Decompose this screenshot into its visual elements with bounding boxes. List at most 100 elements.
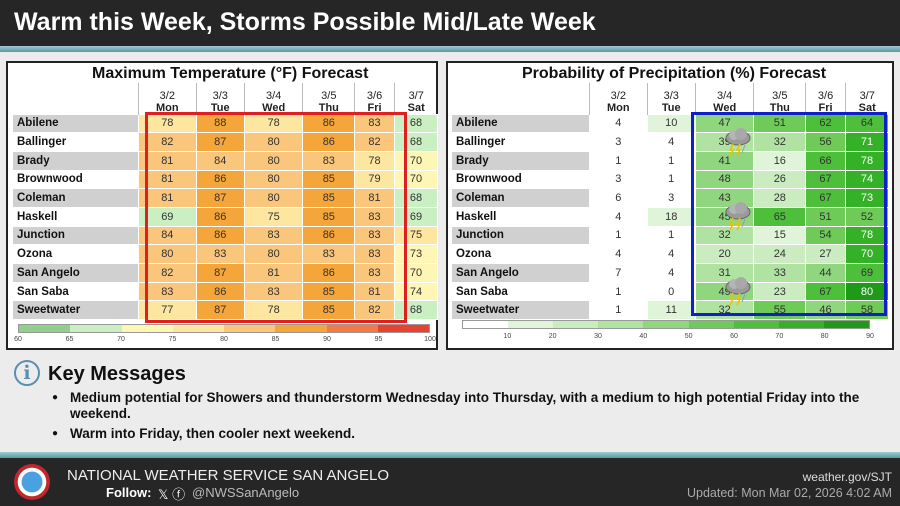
website-link[interactable]: weather.gov/SJT: [802, 470, 892, 484]
city-label: Ballinger: [451, 132, 590, 152]
city-label: Sweetwater: [12, 300, 139, 321]
city-label: Coleman: [451, 188, 590, 208]
day-name: Mon: [156, 101, 179, 114]
colorbar-segment: [823, 321, 869, 328]
table-row: Ozona 4 4 20 24 27 70: [451, 244, 890, 264]
table-row: Sweetwater 77 87 78 85 82 68: [12, 300, 439, 321]
organization-name: NATIONAL WEATHER SERVICE SAN ANGELO: [67, 467, 390, 484]
precipitation-title: Probability of Precipitation (%) Forecas…: [522, 65, 827, 82]
temperature-panel: Maximum Temperature (°F) Forecast 3/2 Mon…: [6, 61, 439, 350]
pop-cell: 24: [753, 244, 807, 264]
pop-cell: 4: [589, 206, 648, 227]
day-date: 3/6: [817, 89, 834, 102]
city-label: Sweetwater: [451, 300, 590, 321]
pop-cell: 1: [589, 150, 648, 171]
temp-cell: 82: [138, 132, 197, 152]
pop-cell: 18: [646, 206, 696, 227]
colorbar-segment: [224, 325, 276, 332]
temp-cell: 83: [302, 244, 356, 264]
city-label: Ozona: [12, 244, 139, 264]
scale-tick-label: 80: [220, 336, 228, 343]
pop-cell: 7: [589, 263, 648, 283]
city-label: Brady: [12, 150, 139, 171]
precipitation-panel: Probability of Precipitation (%) Forecas…: [446, 61, 894, 350]
day-name: Mon: [607, 101, 630, 114]
scale-tick-label: 85: [271, 336, 280, 343]
temp-cell: 83: [195, 244, 245, 264]
pop-cell: 78: [844, 225, 890, 246]
temp-cell: 86: [195, 225, 245, 246]
pop-cell: 15: [753, 225, 807, 246]
city-label: Haskell: [451, 206, 590, 227]
city-label: Abilene: [12, 113, 139, 134]
pop-cell: 80: [844, 281, 890, 302]
table-row: Brady 1 1 41 16 66 78: [451, 150, 890, 171]
temp-cell: 85: [302, 188, 356, 208]
temp-cell: 83: [354, 225, 395, 246]
temp-cell: 81: [138, 150, 197, 171]
day-header: 3/3 Tue: [195, 83, 245, 114]
day-name: Thu: [318, 101, 339, 114]
social-icons[interactable]: 𝕏 ⓕ: [158, 487, 186, 502]
temp-cell: 83: [354, 244, 395, 264]
colorbar-segment: [19, 325, 71, 332]
pop-cell: 32: [694, 225, 755, 246]
colorbar-segment: [326, 325, 378, 332]
city-label: Junction: [12, 225, 139, 246]
temperature-colorbar: [18, 324, 430, 333]
thunderstorm-icon: [723, 127, 753, 157]
temp-cell: 86: [302, 263, 356, 283]
day-name: Thu: [769, 101, 790, 114]
day-date: 3/5: [321, 89, 337, 102]
table-row: Ballinger 3 4 39 32 56 71: [451, 132, 890, 152]
page-title: Warm this Week, Storms Possible Mid/Late…: [0, 0, 900, 46]
colorbar-segment: [463, 321, 509, 328]
day-date: 3/5: [772, 89, 788, 102]
temp-cell: 86: [302, 113, 356, 134]
pop-cell: 3: [589, 169, 648, 190]
scale-tick-label: 90: [866, 333, 874, 340]
pop-cell: 32: [753, 132, 807, 152]
temp-cell: 87: [195, 188, 245, 208]
day-header: 3/6 Fri: [805, 83, 846, 114]
info-icon: i: [14, 360, 40, 386]
city-label: Ballinger: [12, 132, 139, 152]
corner-header: [13, 83, 139, 114]
table-row: Haskell 69 86 75 85 83 69: [12, 206, 439, 227]
pop-cell: 11: [646, 300, 696, 321]
colorbar-segment: [275, 325, 327, 332]
temp-cell: 86: [302, 225, 356, 246]
temp-cell: 80: [243, 169, 304, 190]
city-label: Junction: [451, 225, 590, 246]
footer: NATIONAL WEATHER SERVICE SAN ANGELO Foll…: [0, 458, 900, 506]
temp-cell: 86: [195, 281, 245, 302]
day-date: 3/6: [366, 89, 383, 102]
colorbar-segment: [70, 325, 122, 332]
colorbar-segment: [172, 325, 224, 332]
pop-cell: 3: [646, 188, 696, 208]
social-handle[interactable]: @NWSSanAngelo: [192, 485, 300, 500]
day-header: 3/4 Wed: [694, 83, 754, 114]
precipitation-table: 3/2 Mon 3/3 Tue 3/4 Wed 3/5 Thu 3/6 Fri 3/7 Sat Abil…: [451, 83, 890, 321]
temp-cell: 83: [354, 206, 395, 227]
day-date: 3/2: [610, 89, 626, 102]
pop-cell: 3: [589, 132, 648, 152]
day-name: Tue: [210, 101, 230, 114]
day-header: 3/3 Tue: [646, 83, 696, 114]
colorbar-segment: [598, 321, 644, 328]
scale-tick-label: 60: [730, 333, 738, 340]
colorbar-segment: [733, 321, 779, 328]
temp-cell: 83: [302, 150, 356, 171]
precipitation-highlight-box: [691, 112, 887, 316]
scale-tick-label: 50: [684, 333, 693, 340]
temp-cell: 82: [138, 263, 197, 283]
key-messages-title: Key Messages: [48, 363, 186, 385]
pop-cell: 1: [646, 225, 696, 246]
day-header: 3/2 Mon: [138, 83, 197, 114]
temp-cell: 85: [302, 206, 356, 227]
scale-tick-label: 70: [117, 336, 125, 343]
day-name: Tue: [661, 101, 681, 114]
pop-cell: 16: [753, 150, 807, 171]
city-label: Coleman: [12, 188, 139, 208]
key-message-item: Medium potential for Showers and thunder…: [52, 390, 892, 422]
